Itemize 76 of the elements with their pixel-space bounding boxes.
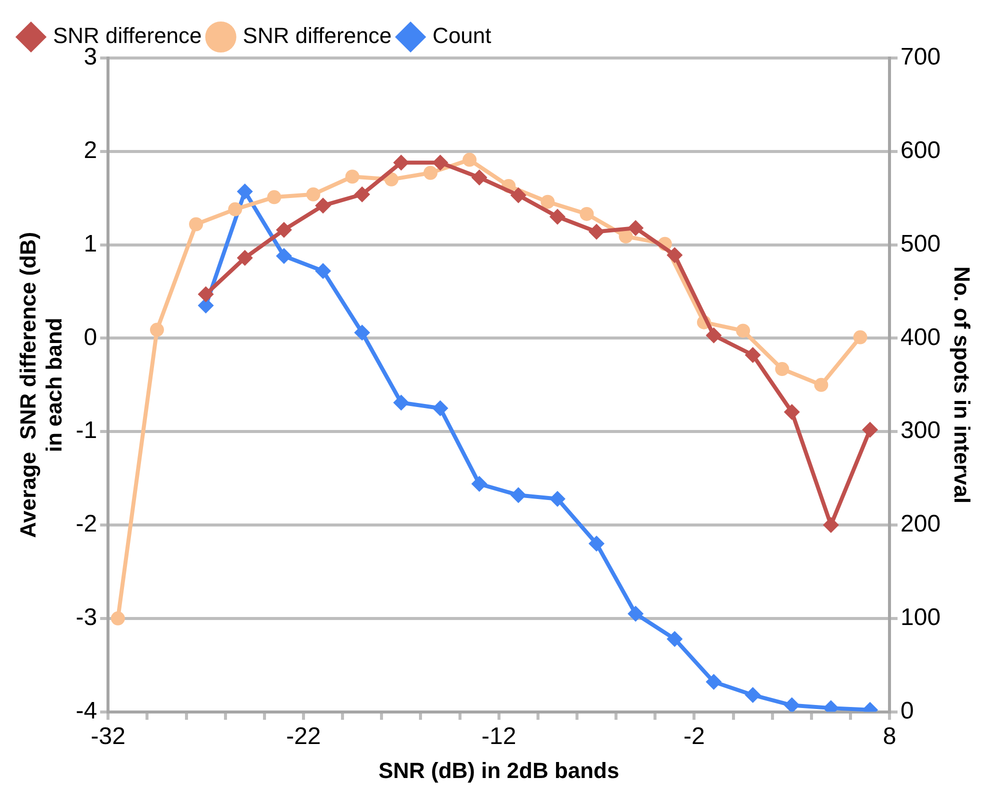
point [618, 229, 633, 244]
point [588, 224, 605, 240]
point [588, 536, 605, 552]
point [276, 222, 292, 238]
point [853, 330, 868, 344]
legend-label: SNR difference [242, 23, 392, 48]
point [228, 202, 242, 216]
point [432, 400, 448, 416]
point [549, 208, 566, 225]
point [471, 476, 488, 492]
y2-tick-label: 600 [900, 137, 941, 164]
point [784, 404, 800, 420]
point [393, 394, 410, 411]
point [110, 611, 125, 626]
point [706, 674, 722, 690]
x-tick-label: 8 [882, 722, 896, 750]
y-tick-label: 0 [84, 324, 98, 351]
point [775, 362, 790, 376]
point [510, 487, 526, 504]
point [150, 322, 164, 337]
point [354, 324, 370, 341]
point [315, 262, 332, 279]
point [784, 697, 800, 712]
point [814, 378, 828, 392]
point [267, 190, 282, 204]
point [198, 286, 214, 302]
y2-tick-label: 700 [900, 44, 941, 71]
point [744, 347, 761, 364]
point [462, 152, 477, 167]
point [198, 298, 214, 314]
point [628, 606, 644, 622]
point [384, 172, 398, 186]
y-tick-label: 1 [84, 230, 98, 258]
point [432, 154, 448, 171]
x-tick-label: -32 [90, 722, 126, 750]
point [628, 220, 644, 236]
point [393, 154, 410, 171]
y-tick-label: -2 [76, 510, 98, 538]
y-axis-title: Average SNR difference (dB) in each band [15, 232, 67, 538]
point [822, 517, 839, 533]
point [354, 186, 370, 202]
y-tick-label: -1 [76, 417, 98, 444]
point [276, 248, 292, 264]
x-tick-label: -2 [684, 722, 705, 750]
point [315, 198, 332, 214]
y-tick-label: -3 [76, 604, 98, 632]
y-tick-label: 2 [84, 137, 98, 164]
legend-label: Count [432, 23, 492, 48]
point [862, 422, 878, 438]
point [423, 166, 438, 180]
x-axis-title: SNR (dB) in 2dB bands [378, 758, 620, 783]
y2-tick-label: 200 [900, 510, 941, 538]
y2-tick-label: 500 [900, 230, 941, 258]
y2-tick-label: 300 [900, 417, 941, 444]
point [189, 217, 204, 232]
point [306, 187, 320, 202]
y2-tick-label: 400 [900, 324, 941, 351]
point [471, 170, 488, 186]
y2-tick-label: 100 [900, 604, 941, 632]
point [666, 247, 683, 264]
point [706, 327, 722, 344]
y2-tick-label: 0 [900, 697, 914, 724]
x-tick-label: -22 [286, 722, 321, 750]
point [510, 187, 526, 204]
point [540, 194, 555, 209]
y-tick-label: -4 [76, 697, 98, 724]
point [580, 206, 594, 221]
point [666, 630, 683, 647]
point [236, 184, 253, 200]
point [236, 250, 253, 266]
y2-axis-title: No. of spots in interval [950, 266, 975, 504]
point [736, 324, 750, 338]
x-tick-label: -12 [482, 722, 516, 750]
point [744, 686, 761, 703]
point [549, 490, 566, 507]
point [345, 170, 360, 184]
